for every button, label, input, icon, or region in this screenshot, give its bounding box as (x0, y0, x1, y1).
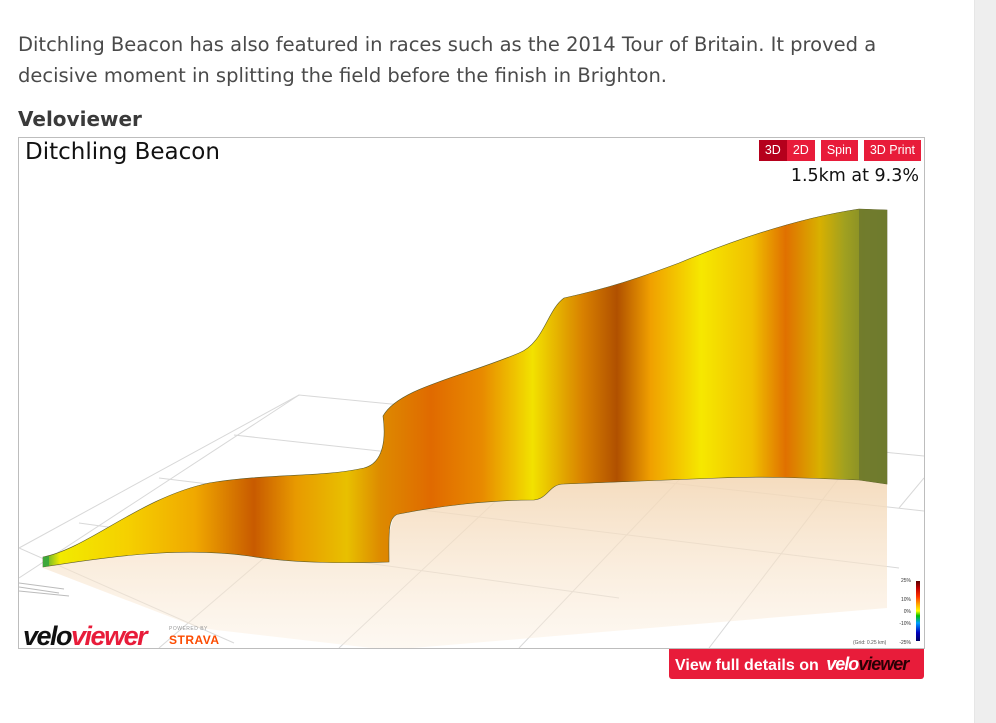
elevation-3d-scene[interactable] (19, 138, 924, 648)
legend-label-minus10: -10% (899, 621, 911, 627)
3d-print-button[interactable]: 3D Print (863, 140, 921, 161)
segment-stat: 1.5km at 9.3% (790, 166, 919, 186)
veloviewer-logo[interactable]: veloviewer (23, 621, 148, 649)
veloviewer-widget[interactable]: Ditchling Beacon 3D 2D Spin 3D Print 1.5… (18, 137, 925, 649)
legend-label-25: 25% (900, 578, 911, 584)
powered-by-label: POWERED BY (169, 626, 208, 632)
segment-title: Ditchling Beacon (25, 139, 220, 165)
gradient-legend: 25% 10% 0% -10% -25% (879, 578, 924, 646)
elevation-shadow (43, 473, 887, 648)
logo-viewer: viewer (71, 621, 148, 649)
legend-label-10: 10% (900, 597, 911, 603)
mini-profile (19, 582, 70, 597)
strava-logo: STRAVA (169, 633, 220, 647)
legend-label-0: 0% (903, 609, 911, 615)
view-full-details-button[interactable]: View full details on veloviewer (669, 649, 924, 679)
full-details-logo-velo: velo (826, 654, 859, 674)
elevation-end-face (859, 209, 887, 484)
view-2d-button[interactable]: 2D (786, 140, 815, 161)
full-details-logo-viewer: viewer (858, 654, 909, 674)
view-3d-button[interactable]: 3D (758, 140, 787, 161)
view-controls: 3D 2D Spin 3D Print (758, 140, 921, 161)
right-rail (974, 0, 996, 723)
legend-color-bar (916, 581, 920, 641)
elevation-start-face (43, 556, 49, 567)
full-details-logo: veloviewer (826, 654, 909, 674)
view-mode-toggle: 3D 2D (758, 140, 815, 161)
logo-velo: velo (23, 621, 73, 649)
spin-button[interactable]: Spin (820, 140, 858, 161)
intro-paragraph: Ditchling Beacon has also featured in ra… (18, 32, 877, 87)
grid-note: (Grid: 0.25 km) (853, 640, 887, 646)
full-details-text: View full details on (675, 657, 819, 674)
legend-label-minus25: -25% (899, 640, 911, 646)
powered-by-strava[interactable]: POWERED BY STRAVA (169, 626, 220, 647)
section-title: Veloviewer (18, 107, 142, 131)
